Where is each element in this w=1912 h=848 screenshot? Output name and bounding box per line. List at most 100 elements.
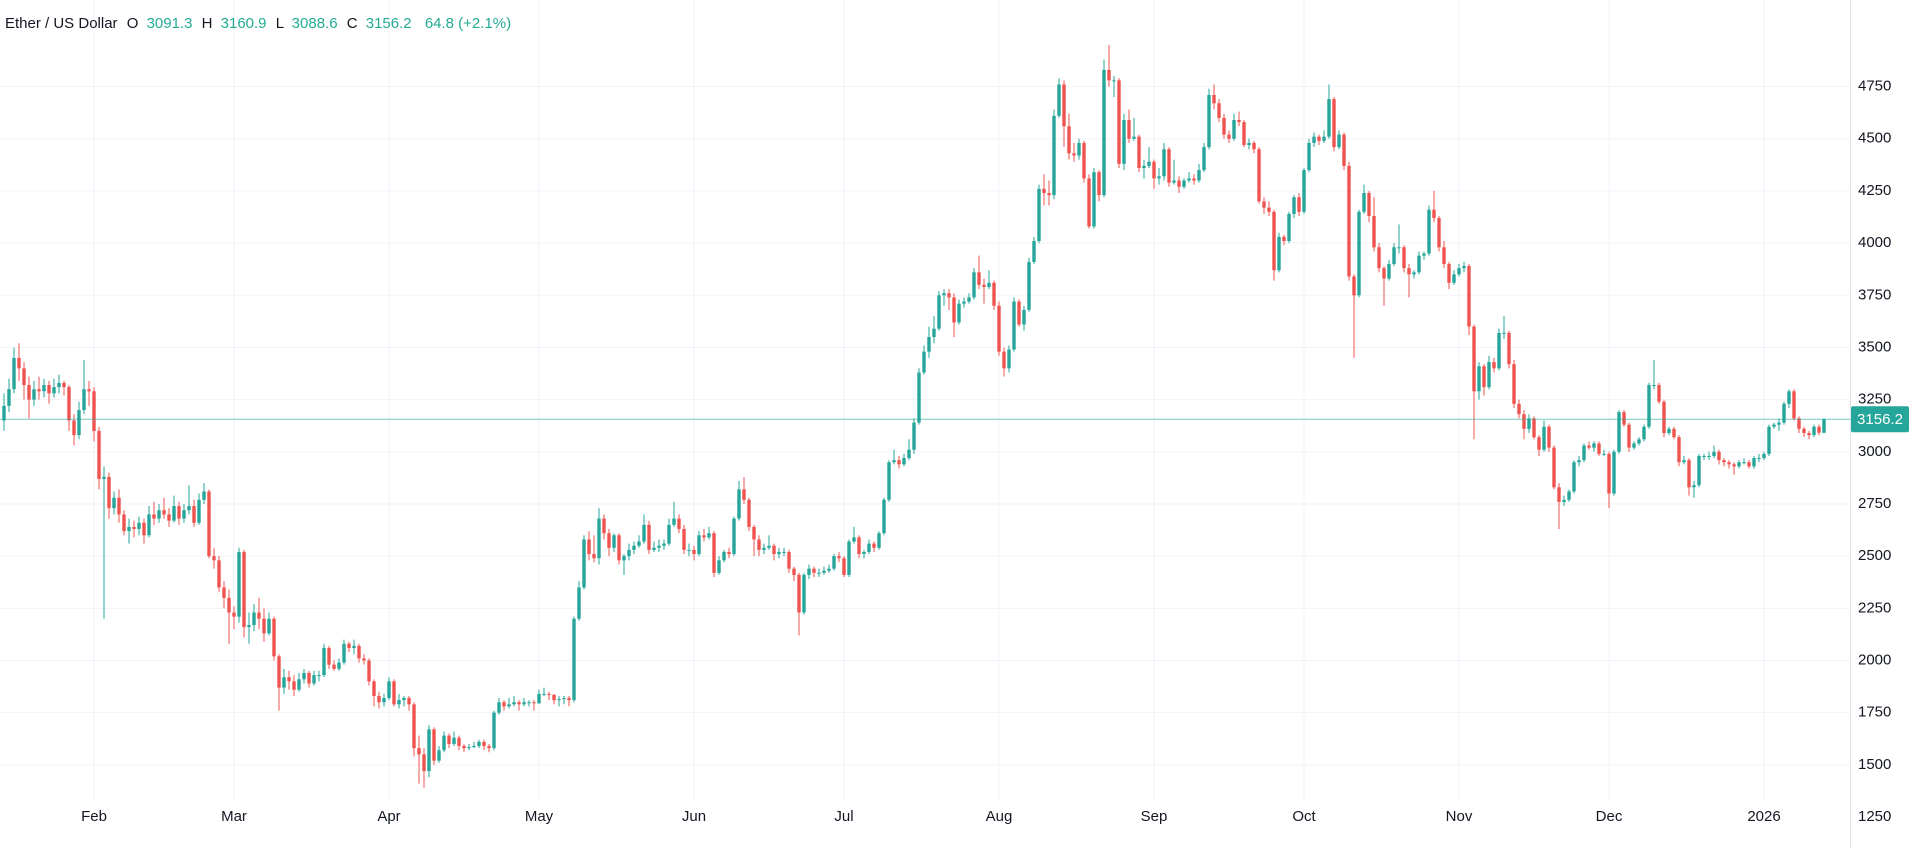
candle-body [492,712,496,749]
legend-close: 3156.2 [366,15,412,32]
candle-body [1522,414,1526,429]
candle-body [587,539,591,555]
candle-body [362,658,366,661]
y-tick-label: 1750 [1858,704,1891,721]
candle-body [427,729,431,772]
candle-body [562,698,566,700]
candle-body [852,537,856,542]
candle-body [12,357,16,390]
candle-body [522,702,526,705]
candle-body [37,389,41,392]
candle-body [1767,426,1771,454]
candle-body [1382,268,1386,279]
candle-body [507,704,511,707]
candle-body [1107,69,1111,81]
candle-body [987,282,991,287]
candle-body [977,272,981,285]
candle-body [1732,464,1736,467]
x-tick-label: Mar [221,808,247,825]
candle-body [7,389,11,406]
candle-body [812,568,816,573]
candle-body [257,612,261,619]
candle-body [1207,94,1211,148]
candle-body [82,389,86,411]
candle-body [1712,451,1716,456]
candle-body [172,506,176,521]
candle-body [1677,437,1681,463]
candle-body [1807,433,1811,436]
legend-key: H [202,15,213,32]
candle-body [992,282,996,306]
candle-body [92,391,96,431]
candle-body [1037,188,1041,242]
candle-body [52,387,56,394]
candle-body [1697,455,1701,486]
candle-body [762,547,766,550]
candle-body [1027,261,1031,310]
candle-body [337,662,341,669]
candle-body [882,499,886,534]
candle-body [1307,142,1311,171]
candle-body [502,702,506,707]
candle-body [1752,458,1756,467]
candle-body [412,704,416,749]
candle-body [1727,462,1731,465]
candle-body [237,551,241,617]
legend-key: L [276,15,284,32]
candle-body [1487,362,1491,388]
legend-change: 64.8 (+2.1%) [425,15,511,32]
candle-body [972,272,976,298]
candle-body [1452,274,1456,283]
candle-body [217,560,221,588]
candle-body [1597,443,1601,454]
candle-body [67,387,71,421]
candle-body [1322,136,1326,141]
candle-body [842,558,846,575]
candle-body [767,545,771,548]
candle-body [1477,366,1481,392]
candle-body [162,510,166,515]
candle-body [1442,247,1446,264]
candle-body [1467,266,1471,327]
candle-body [357,645,361,659]
candle-body [997,305,1001,352]
candle-body [47,385,51,394]
candle-body [1127,119,1131,139]
candle-body [322,647,326,676]
candle-body [432,729,436,761]
candle-body [627,549,631,557]
candle-body [167,514,171,521]
candle-body [347,643,351,648]
candle-body [1672,428,1676,438]
candle-body [712,533,716,573]
candle-body [1462,266,1466,269]
candle-body [1297,197,1301,212]
candle-body [1492,362,1496,369]
candle-body [1152,161,1156,179]
candle-body [327,647,331,665]
candle-body [532,702,536,704]
candle-body [1052,115,1056,196]
candle-body [1592,443,1596,448]
candle-body [1802,428,1806,434]
candle-body [1402,247,1406,269]
candle-body [462,746,466,749]
candle-body [787,551,791,569]
candle-body [907,449,911,459]
candle-body [967,297,971,302]
candle-body [1257,149,1261,202]
candle-body [827,568,831,571]
candle-body [747,499,751,527]
candle-body [477,741,481,747]
candle-body [1167,149,1171,183]
candle-body [1797,418,1801,429]
x-tick-label: Dec [1596,808,1623,825]
candle-body [937,295,941,329]
candle-body [537,693,541,704]
candle-body [1377,247,1381,269]
candle-body [757,539,761,550]
candle-body [1407,268,1411,275]
candle-body [872,543,876,548]
candle-body [1212,94,1216,104]
legend: Ether / US Dollar O 3091.3 H 3160.9 L 30… [5,15,511,32]
